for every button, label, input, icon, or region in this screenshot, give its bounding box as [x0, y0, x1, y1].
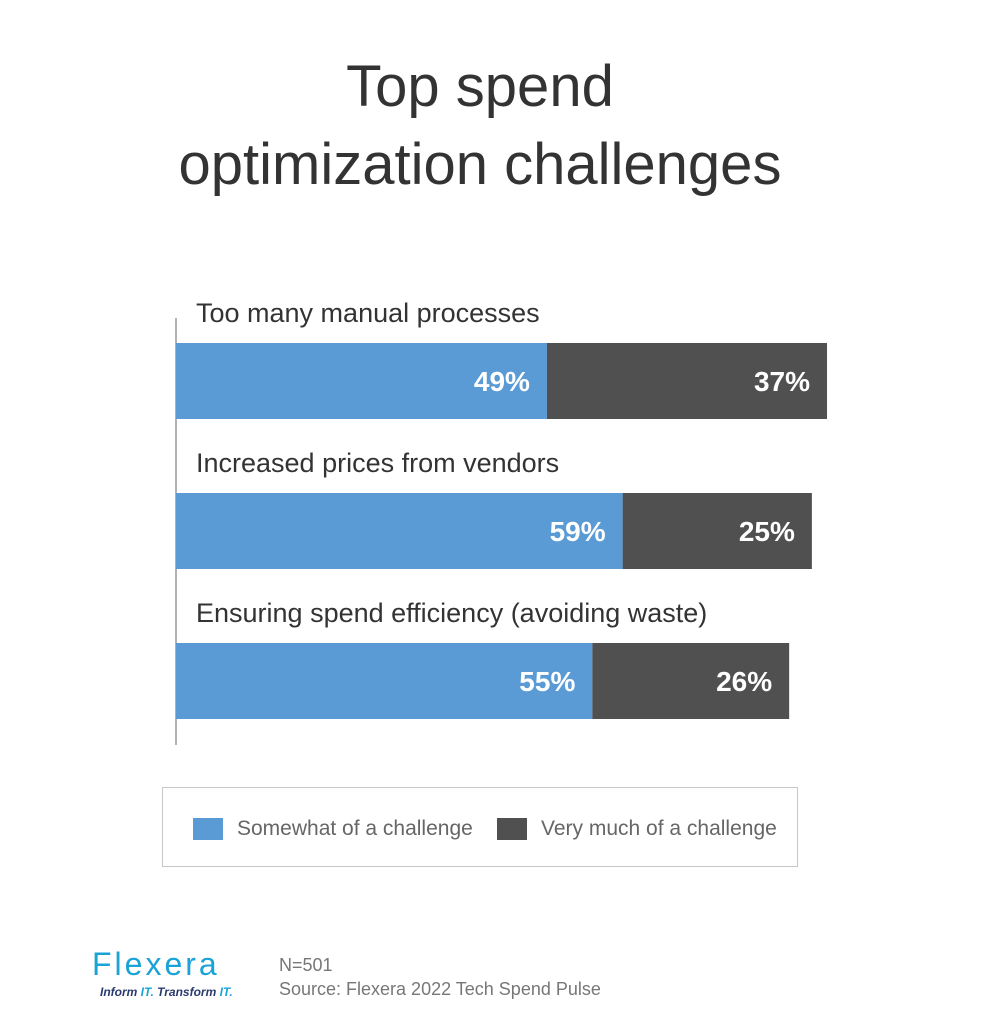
tagline-part-4: IT.: [219, 985, 233, 999]
chart-title-line-2: optimization challenges: [178, 132, 782, 197]
data-label: 37%: [754, 366, 810, 397]
legend-label-somewhat: Somewhat of a challenge: [237, 817, 473, 840]
legend-label-very: Very much of a challenge: [541, 817, 777, 840]
tagline-part-3: Transform: [153, 985, 220, 999]
legend-swatch-somewhat: [193, 818, 223, 840]
data-label: 55%: [519, 666, 575, 697]
sample-size: N=501: [279, 955, 333, 975]
legend-item-somewhat: Somewhat of a challenge: [193, 817, 473, 841]
bar-segment: [592, 643, 790, 719]
legend-swatch-very: [497, 818, 527, 840]
stacked-bar-chart: Too many manual processes 49% 37% Increased…: [175, 298, 828, 745]
category-label: Ensuring spend efficiency (avoiding wast…: [196, 598, 707, 628]
legend-item-very: Very much of a challenge: [497, 817, 777, 841]
bar-segment: [176, 493, 623, 569]
category-label: Increased prices from vendors: [196, 448, 559, 478]
bar-segment: [176, 643, 593, 719]
flexera-logo: Flexera: [92, 946, 220, 982]
legend: Somewhat of a challenge Very much of a c…: [162, 787, 798, 867]
chart-title: Top spend optimization challenges: [0, 48, 960, 204]
data-label: 59%: [550, 516, 606, 547]
chart-title-line-1: Top spend: [346, 54, 614, 119]
logo-tagline: Inform IT. Transform IT.: [100, 985, 233, 999]
tagline-part-2: IT.: [140, 985, 154, 999]
source-note: Source: Flexera 2022 Tech Spend Pulse: [279, 979, 601, 999]
data-label: 49%: [474, 366, 530, 397]
bar-segment: [176, 343, 547, 419]
bar-segment: [546, 343, 828, 419]
bar-segment: [622, 493, 812, 569]
data-label: 26%: [716, 666, 772, 697]
tagline-part-1: Inform: [100, 985, 141, 999]
data-label: 25%: [739, 516, 795, 547]
category-label: Too many manual processes: [196, 298, 540, 328]
